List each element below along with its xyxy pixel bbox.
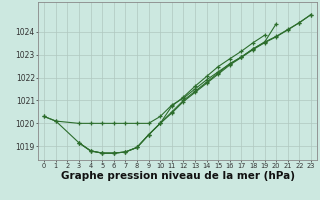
X-axis label: Graphe pression niveau de la mer (hPa): Graphe pression niveau de la mer (hPa) bbox=[60, 171, 295, 181]
